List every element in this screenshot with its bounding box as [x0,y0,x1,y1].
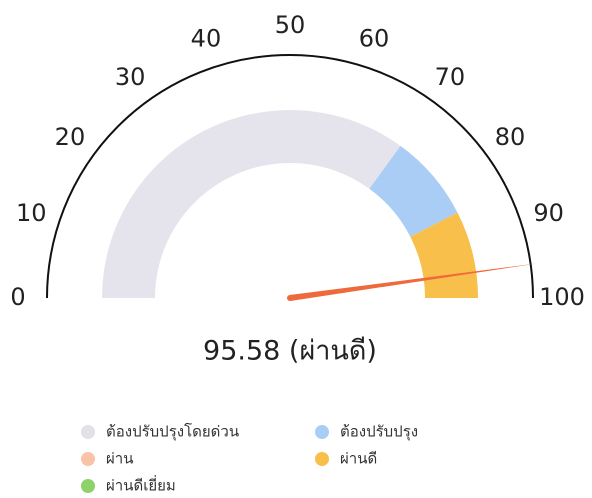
gauge-band [369,145,458,237]
gauge-band [410,212,478,298]
gauge-needle [289,263,538,301]
gauge-tick-label: 80 [495,123,526,151]
legend-swatch [81,479,95,493]
legend-label: ผ่านดี [340,450,377,468]
gauge-value-label: 95.58 (ผ่านดี) [203,336,377,367]
gauge-tick-label: 60 [359,24,390,52]
gauge-tick-label: 100 [539,283,585,311]
legend-swatch [315,425,329,439]
legend-label: ต้องปรับปรุงโดยด่วน [106,423,239,442]
gauge-tick-label: 50 [275,11,306,39]
gauge-tick-label: 0 [10,283,25,311]
legend-label: ผ่าน [106,450,133,468]
needle-hub [287,295,293,301]
gauge-arc [46,54,534,299]
gauge-tick-label: 10 [16,199,47,227]
gauge-tick-label: 40 [191,24,222,52]
gauge-tick-label: 90 [533,199,564,227]
legend-label: ผ่านดีเยี่ยม [106,475,176,495]
legend-swatch [315,452,329,466]
legend-swatch [81,452,95,466]
gauge-tick-label: 30 [115,63,146,91]
gauge-tick-label: 20 [55,123,86,151]
legend-swatch [81,425,95,439]
gauge-tick-label: 70 [435,63,466,91]
gauge-band [102,109,401,298]
legend-label: ต้องปรับปรุง [340,423,418,442]
